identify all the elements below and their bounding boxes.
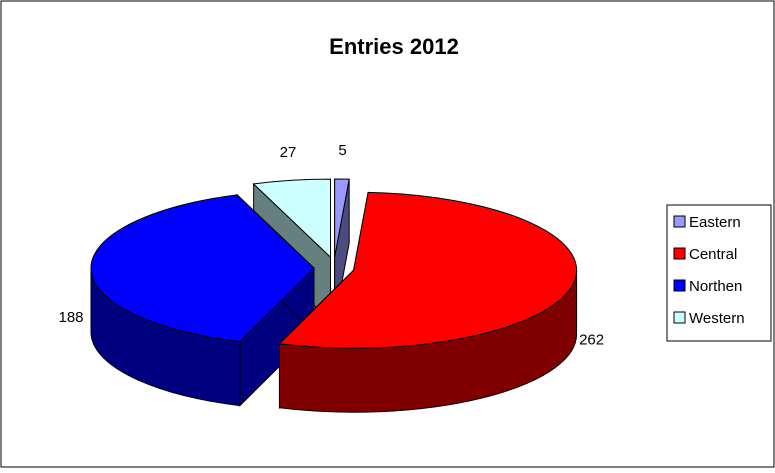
data-label-eastern: 5 [338, 142, 346, 159]
legend-swatch-northen [673, 279, 686, 292]
chart-title: Entries 2012 [329, 34, 459, 59]
data-label-northen: 188 [58, 309, 83, 326]
legend-swatch-western [673, 311, 686, 324]
legend-swatch-central [673, 247, 686, 260]
pie-slice-western-top [252, 178, 332, 259]
legend-label-eastern: Eastern [689, 214, 741, 231]
pie-slice-central-top [278, 191, 578, 349]
legend-swatch-eastern [673, 215, 686, 228]
legend-items: Eastern Central Northen Western [673, 214, 745, 327]
data-labels: 5 262 188 27 [58, 142, 604, 349]
data-label-western: 27 [280, 144, 297, 161]
pie-slice-central [278, 191, 578, 413]
pie-slice-northen [90, 193, 315, 407]
pie-slice-eastern-top [334, 178, 350, 258]
legend: Eastern Central Northen Western [666, 204, 772, 342]
legend-label-western: Western [689, 310, 745, 327]
legend-label-northen: Northen [689, 278, 742, 295]
data-label-central: 262 [579, 332, 604, 349]
pie-slice-northen-top [90, 194, 315, 343]
pie-layer [90, 178, 578, 413]
legend-label-central: Central [689, 246, 737, 263]
